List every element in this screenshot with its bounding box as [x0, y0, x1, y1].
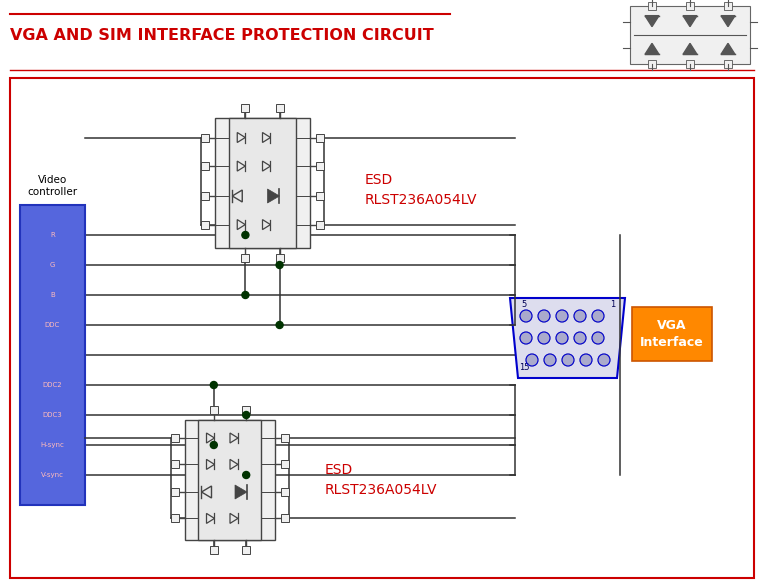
- Text: V-sync: V-sync: [41, 472, 64, 478]
- Circle shape: [243, 411, 250, 418]
- Circle shape: [556, 310, 568, 322]
- Polygon shape: [235, 485, 247, 499]
- Bar: [215, 118, 310, 248]
- Bar: [724, 60, 732, 68]
- Bar: [242, 546, 250, 554]
- Text: VGA
Interface: VGA Interface: [640, 319, 704, 349]
- Bar: [10, 78, 754, 578]
- Text: VGA AND SIM INTERFACE PROTECTION CIRCUIT: VGA AND SIM INTERFACE PROTECTION CIRCUIT: [10, 28, 434, 43]
- Polygon shape: [510, 298, 625, 378]
- Bar: [281, 434, 289, 442]
- Polygon shape: [645, 43, 659, 54]
- Circle shape: [592, 332, 604, 344]
- Bar: [276, 104, 283, 112]
- Text: Video
controller: Video controller: [28, 174, 78, 197]
- Text: G: G: [50, 262, 55, 268]
- Polygon shape: [721, 16, 735, 27]
- Bar: [20, 205, 85, 505]
- Bar: [316, 162, 324, 170]
- Text: H-sync: H-sync: [40, 442, 64, 448]
- Bar: [686, 60, 694, 68]
- Bar: [648, 60, 656, 68]
- Bar: [724, 2, 732, 10]
- Circle shape: [544, 354, 556, 366]
- Text: 1: 1: [610, 300, 616, 309]
- Circle shape: [538, 310, 550, 322]
- Circle shape: [242, 291, 249, 298]
- Polygon shape: [721, 43, 735, 54]
- Bar: [201, 162, 209, 170]
- Bar: [210, 546, 218, 554]
- Polygon shape: [683, 43, 697, 54]
- Bar: [316, 221, 324, 229]
- Text: B: B: [50, 292, 55, 298]
- Circle shape: [580, 354, 592, 366]
- Bar: [316, 192, 324, 200]
- Bar: [199, 420, 261, 540]
- Circle shape: [520, 310, 532, 322]
- Bar: [171, 434, 179, 442]
- Bar: [171, 460, 179, 469]
- Circle shape: [574, 332, 586, 344]
- Circle shape: [538, 332, 550, 344]
- Polygon shape: [267, 189, 280, 203]
- Bar: [648, 2, 656, 10]
- Text: DDC: DDC: [45, 322, 60, 328]
- Bar: [210, 406, 218, 414]
- Polygon shape: [645, 16, 659, 27]
- Bar: [276, 254, 283, 262]
- Text: DDC3: DDC3: [43, 412, 63, 418]
- Text: ESD
RLST236A054LV: ESD RLST236A054LV: [365, 173, 478, 207]
- Bar: [201, 221, 209, 229]
- Bar: [201, 192, 209, 200]
- Text: 5: 5: [521, 300, 526, 309]
- Bar: [686, 2, 694, 10]
- Bar: [171, 514, 179, 522]
- Bar: [281, 460, 289, 469]
- Circle shape: [243, 472, 250, 479]
- Bar: [316, 133, 324, 142]
- Bar: [229, 118, 296, 248]
- Text: ESD
RLST236A054LV: ESD RLST236A054LV: [325, 463, 438, 497]
- Circle shape: [276, 322, 283, 329]
- Bar: [185, 420, 275, 540]
- Bar: [281, 488, 289, 496]
- Text: DDC2: DDC2: [43, 382, 63, 388]
- FancyBboxPatch shape: [632, 307, 712, 361]
- Circle shape: [598, 354, 610, 366]
- Circle shape: [526, 354, 538, 366]
- Bar: [242, 406, 250, 414]
- Bar: [281, 514, 289, 522]
- Circle shape: [520, 332, 532, 344]
- Circle shape: [210, 381, 217, 388]
- Bar: [241, 254, 249, 262]
- Circle shape: [574, 310, 586, 322]
- Text: R: R: [50, 232, 55, 238]
- Bar: [201, 133, 209, 142]
- Circle shape: [210, 442, 217, 449]
- Circle shape: [242, 232, 249, 239]
- Circle shape: [276, 261, 283, 269]
- Circle shape: [592, 310, 604, 322]
- Text: 15: 15: [519, 363, 529, 372]
- Polygon shape: [683, 16, 697, 27]
- Bar: [241, 104, 249, 112]
- Bar: [630, 6, 750, 64]
- Bar: [171, 488, 179, 496]
- Circle shape: [556, 332, 568, 344]
- Circle shape: [562, 354, 574, 366]
